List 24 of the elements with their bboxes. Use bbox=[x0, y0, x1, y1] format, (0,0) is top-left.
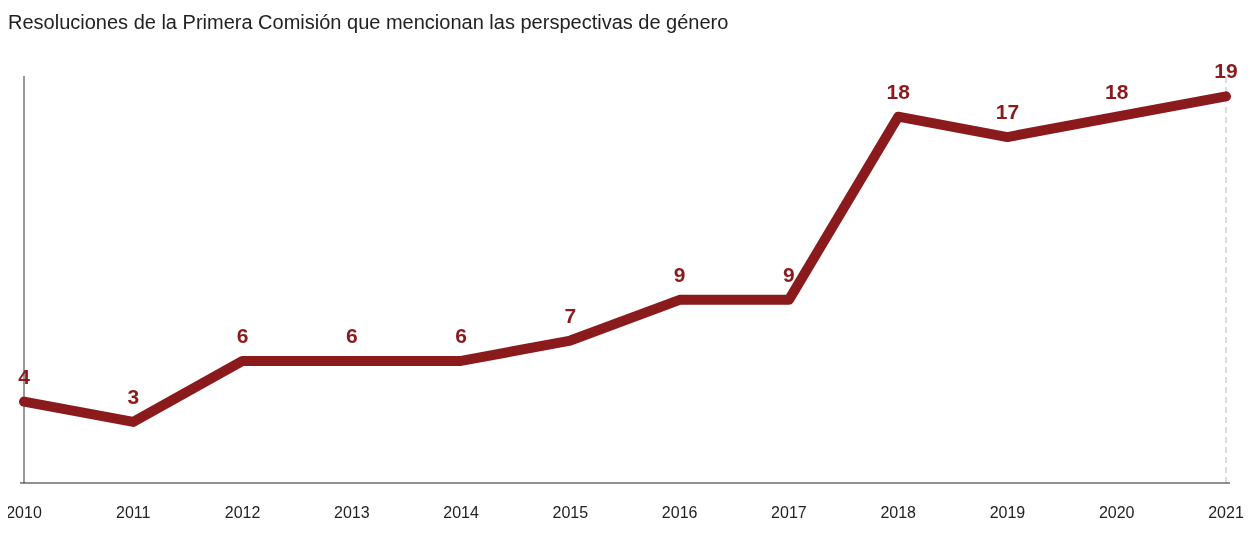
x-tick-label: 2013 bbox=[334, 504, 370, 522]
x-tick-label: 2018 bbox=[880, 504, 917, 522]
data-label: 7 bbox=[564, 303, 577, 327]
data-label: 6 bbox=[345, 323, 358, 347]
x-tick-label: 2019 bbox=[989, 504, 1026, 522]
data-label: 6 bbox=[236, 323, 249, 347]
data-label: 19 bbox=[1214, 59, 1238, 83]
x-tick-label: 2017 bbox=[771, 504, 807, 522]
data-label: 18 bbox=[1105, 79, 1129, 103]
x-tick-label: 2015 bbox=[552, 504, 589, 522]
data-label: 9 bbox=[783, 262, 795, 286]
x-tick-label: 2020 bbox=[1098, 504, 1135, 522]
x-tick-label: 2016 bbox=[661, 504, 698, 522]
data-label: 17 bbox=[995, 100, 1020, 124]
x-tick-label: 2012 bbox=[224, 504, 261, 522]
x-tick-label: 2011 bbox=[116, 504, 151, 522]
chart-title: Resoluciones de la Primera Comisión que mencionan las perspectivas de género bbox=[8, 10, 730, 35]
data-label: 4 bbox=[18, 364, 31, 388]
data-label: 3 bbox=[127, 384, 140, 408]
x-tick-label: 2021 bbox=[1208, 504, 1244, 522]
data-label: 18 bbox=[886, 79, 911, 103]
data-label: 6 bbox=[455, 323, 467, 347]
data-label: 9 bbox=[673, 262, 686, 286]
x-tick-label: 2014 bbox=[443, 504, 479, 522]
